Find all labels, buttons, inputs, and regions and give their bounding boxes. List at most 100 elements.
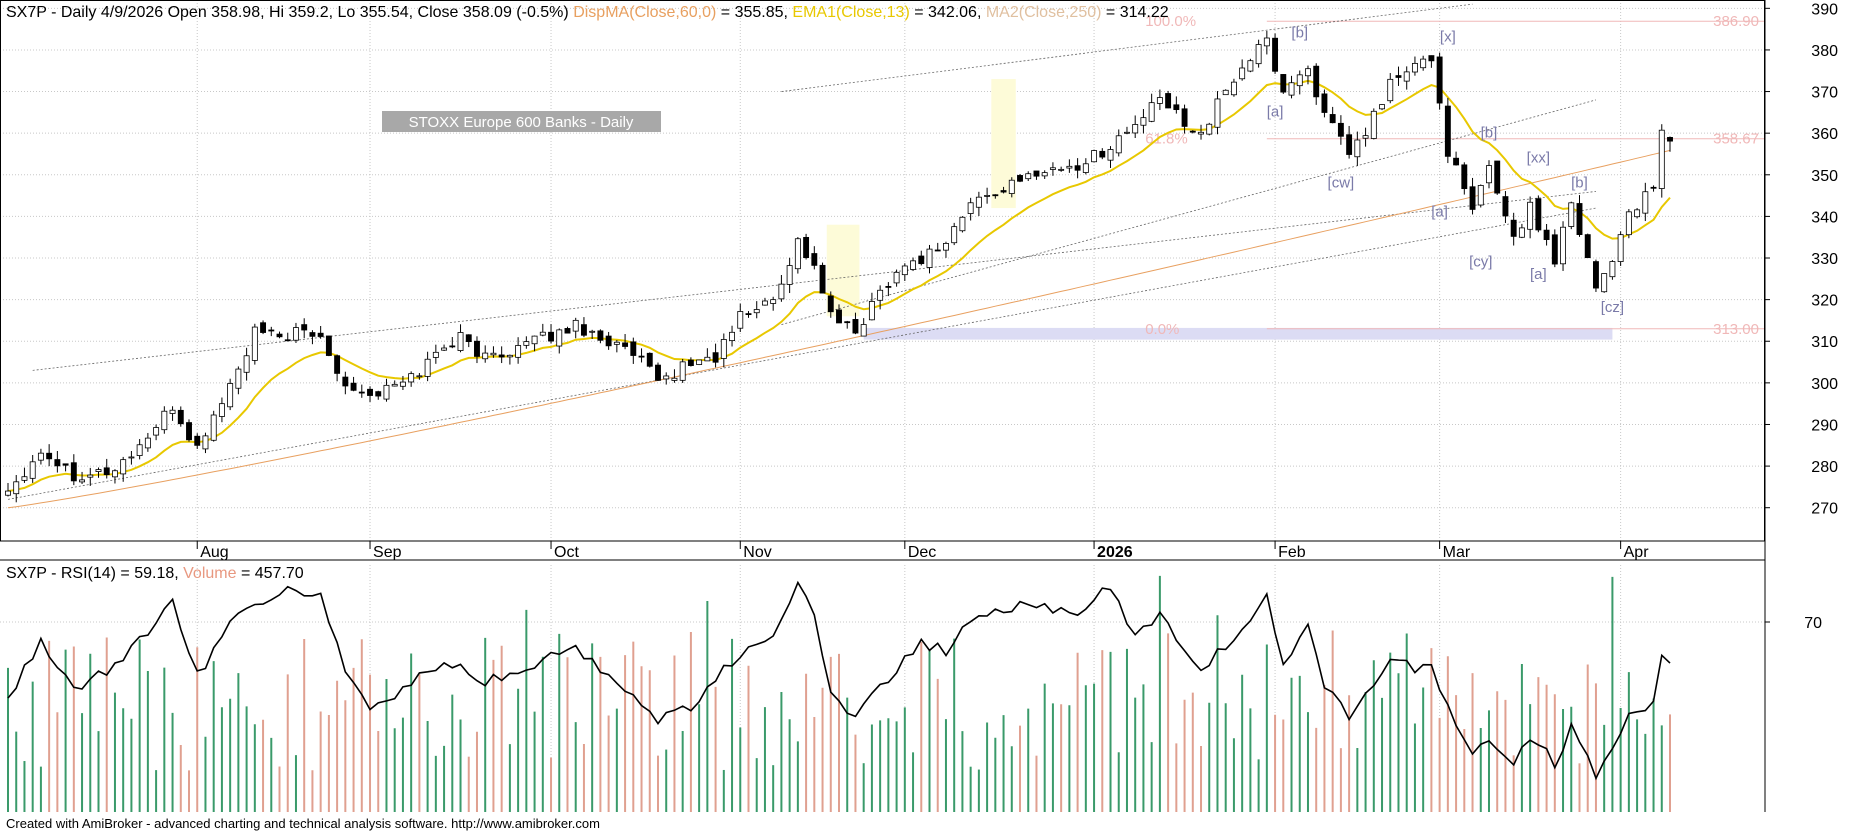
- wave-label: [b]: [1481, 124, 1498, 141]
- candle-down: [1329, 114, 1336, 124]
- candle-down: [1576, 203, 1583, 235]
- candle-up: [868, 301, 875, 321]
- candle-up: [490, 352, 497, 356]
- candle-up: [21, 476, 28, 481]
- candle-down: [70, 462, 77, 482]
- candle-down: [687, 359, 694, 366]
- header-ema-label: EMA1(Close,13): [792, 4, 909, 21]
- candle-up: [1411, 62, 1418, 73]
- rsi-header-volume-label: Volume: [183, 565, 236, 582]
- candle-down: [177, 409, 184, 425]
- candle-up: [1420, 58, 1427, 69]
- x-tick-label: 2026: [1097, 544, 1133, 561]
- axes-layer: 270 280 290 300 310 320 330 340 350 360 370 380 390 7…: [0, 0, 1838, 812]
- candle-up: [153, 427, 160, 436]
- y-tick-label: 380: [1811, 43, 1838, 60]
- candle-up: [1239, 67, 1246, 80]
- x-tick-label: Nov: [743, 544, 771, 561]
- candle-down: [449, 345, 456, 348]
- candle-up: [37, 452, 44, 461]
- candle-up: [1115, 135, 1122, 154]
- candle-down: [1017, 175, 1023, 182]
- x-tick-label: Aug: [200, 544, 228, 561]
- channel-lower-line: [7, 207, 1597, 500]
- candle-down: [638, 355, 645, 358]
- candle-down: [1074, 165, 1081, 171]
- candle-down: [1428, 55, 1435, 62]
- candle-up: [943, 243, 949, 251]
- candle-down: [375, 391, 382, 397]
- y-tick-label: 310: [1811, 334, 1838, 351]
- candle-down: [1337, 122, 1344, 137]
- candle-up: [1387, 78, 1394, 102]
- candle-up: [1008, 179, 1015, 194]
- candle-up: [515, 345, 522, 358]
- candle-down: [819, 264, 826, 294]
- candle-up: [967, 202, 974, 214]
- candle-up: [120, 459, 127, 475]
- candle-down: [1189, 130, 1196, 133]
- candle-down: [358, 391, 365, 394]
- candle-up: [1198, 131, 1204, 135]
- wave-label: [cz]: [1601, 299, 1624, 316]
- rsi-header: SX7P - RSI(14) = 59.18, Volume = 457.70: [6, 565, 304, 582]
- candle-up: [984, 195, 991, 197]
- candle-up: [877, 289, 884, 301]
- candle-down: [301, 324, 308, 331]
- candle-up: [531, 335, 538, 345]
- candle-up: [383, 384, 390, 400]
- x-tick-label: Mar: [1443, 544, 1471, 561]
- candle-down: [1280, 74, 1287, 93]
- moving-averages-layer: [7, 79, 1671, 509]
- candle-down: [1667, 137, 1673, 142]
- candle-up: [1305, 68, 1311, 77]
- candle-up: [1107, 149, 1114, 161]
- candle-up: [408, 373, 415, 383]
- candle-down: [630, 341, 637, 356]
- candle-down: [474, 340, 480, 357]
- fib-level-price-label: 313.00: [1713, 321, 1759, 338]
- y-tick-label: 270: [1811, 501, 1838, 518]
- candle-up: [1156, 97, 1163, 104]
- candle-up: [202, 435, 209, 450]
- candle-down: [268, 329, 275, 332]
- rsi-header-volume-value: = 457.70: [237, 565, 304, 582]
- candle-up: [737, 311, 744, 329]
- candle-down: [844, 321, 851, 324]
- candle-down: [276, 333, 283, 338]
- candle-down: [918, 255, 925, 265]
- candle-up: [1370, 110, 1377, 139]
- y-tick-label: 330: [1811, 251, 1838, 268]
- candle-up: [1082, 163, 1089, 173]
- candle-up: [1568, 202, 1575, 227]
- rsi-layer: [7, 580, 1671, 781]
- wave-label: [a]: [1530, 266, 1547, 283]
- candle-up: [1222, 89, 1229, 96]
- header-ema-value: = 342.06,: [910, 4, 986, 21]
- candle-up: [523, 341, 530, 346]
- candle-up: [293, 327, 299, 341]
- candle-up: [1625, 211, 1632, 236]
- candle-up: [1214, 98, 1221, 128]
- candle-down: [548, 331, 554, 342]
- candle-up: [457, 332, 464, 351]
- candle-down: [811, 253, 818, 266]
- candle-up: [144, 437, 151, 449]
- wave-label: [cw]: [1328, 174, 1355, 191]
- support-band: [863, 327, 1613, 340]
- y-tick-label: 370: [1811, 85, 1838, 102]
- candle-down: [1502, 196, 1509, 217]
- candle-down: [992, 194, 999, 197]
- volume-bars-layer: [7, 575, 1671, 812]
- candle-up: [128, 456, 135, 459]
- candle-up: [1518, 227, 1525, 238]
- candle-up: [218, 403, 225, 417]
- candle-down: [194, 435, 201, 446]
- candle-down: [1436, 56, 1443, 104]
- candle-down: [827, 295, 834, 313]
- candle-down: [712, 352, 719, 363]
- price-header: SX7P - Daily 4/9/2026 Open 358.98, Hi 35…: [6, 4, 1169, 21]
- ma2-line: [7, 149, 1671, 509]
- candle-up: [1058, 168, 1065, 171]
- candle-down: [1469, 186, 1476, 210]
